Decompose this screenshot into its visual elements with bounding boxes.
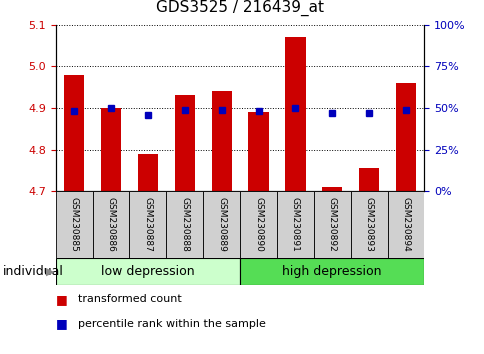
Bar xyxy=(395,83,415,191)
Text: GSM230886: GSM230886 xyxy=(106,197,115,252)
Bar xyxy=(129,191,166,258)
Text: high depression: high depression xyxy=(282,265,381,278)
Text: low depression: low depression xyxy=(101,265,195,278)
Bar xyxy=(240,191,276,258)
Text: transformed count: transformed count xyxy=(77,294,181,304)
Bar xyxy=(92,191,129,258)
Bar xyxy=(321,187,342,191)
Text: GSM230892: GSM230892 xyxy=(327,198,336,252)
Bar xyxy=(101,108,121,191)
Text: percentile rank within the sample: percentile rank within the sample xyxy=(77,319,265,329)
Bar xyxy=(203,191,240,258)
Bar xyxy=(56,258,240,285)
Bar xyxy=(276,191,313,258)
Text: GSM230888: GSM230888 xyxy=(180,197,189,252)
Bar xyxy=(358,168,378,191)
Bar xyxy=(350,191,387,258)
Text: individual: individual xyxy=(2,265,63,278)
Bar xyxy=(313,191,350,258)
Text: GDS3525 / 216439_at: GDS3525 / 216439_at xyxy=(156,0,323,16)
Bar xyxy=(56,191,92,258)
Bar xyxy=(174,96,195,191)
Text: ▶: ▶ xyxy=(46,267,55,277)
Bar xyxy=(137,154,158,191)
Bar xyxy=(285,37,305,191)
Bar xyxy=(248,112,268,191)
Bar xyxy=(211,91,231,191)
Text: GSM230889: GSM230889 xyxy=(217,197,226,252)
Text: GSM230890: GSM230890 xyxy=(254,197,262,252)
Text: GSM230893: GSM230893 xyxy=(364,197,373,252)
Bar xyxy=(64,75,84,191)
Text: GSM230894: GSM230894 xyxy=(401,198,409,252)
Bar xyxy=(166,191,203,258)
Text: ■: ■ xyxy=(56,293,67,306)
Text: ■: ■ xyxy=(56,318,67,330)
Bar xyxy=(387,191,424,258)
Text: GSM230885: GSM230885 xyxy=(70,197,78,252)
Text: GSM230887: GSM230887 xyxy=(143,197,152,252)
Bar xyxy=(240,258,424,285)
Text: GSM230891: GSM230891 xyxy=(290,197,299,252)
